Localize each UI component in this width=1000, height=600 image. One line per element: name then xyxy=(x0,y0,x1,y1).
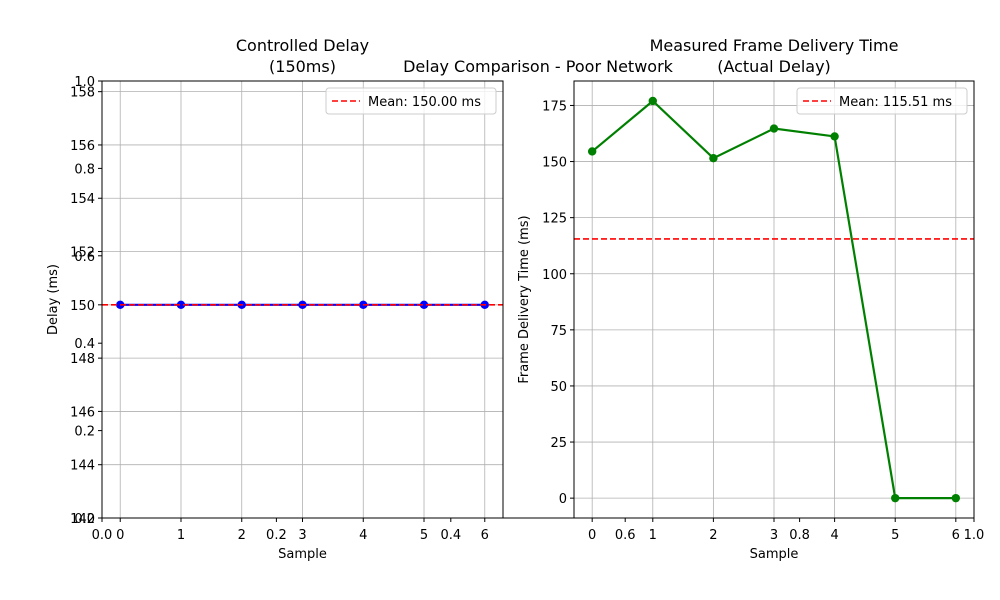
left-chart-frame xyxy=(101,80,504,519)
right-chart-y-tick-label: 50 xyxy=(550,380,567,395)
left-chart-data-point xyxy=(419,300,429,310)
background-y-tick-label: 0.8 xyxy=(74,162,95,177)
right-chart-data-point xyxy=(891,493,900,503)
right-chart-y-tick-label: 25 xyxy=(550,436,567,451)
right-chart-data-point xyxy=(830,132,839,141)
left-chart-x-tick-label: 3 xyxy=(298,528,306,543)
right-chart-x-tick-label: 5 xyxy=(891,528,899,543)
left-chart-legend: Mean: 150.00 ms xyxy=(325,87,497,115)
background-y-tick-label: 0.4 xyxy=(74,337,95,352)
right-chart-x-tick-label: 1 xyxy=(649,528,657,543)
right-chart-data-point xyxy=(951,493,961,503)
right-chart-data-point xyxy=(709,153,718,163)
background-x-tick-label: 0.8 xyxy=(789,528,810,543)
background-y-tick-label: 0.0 xyxy=(74,512,95,527)
right-chart-data-point xyxy=(769,124,779,133)
left-chart-x-tick-label: 4 xyxy=(359,528,367,543)
left-chart-x-tick-label: 0 xyxy=(116,528,124,543)
right-chart-legend-label: Mean: 115.51 ms xyxy=(839,95,952,110)
right-chart-y-tick-label: 175 xyxy=(542,99,567,114)
right-chart-legend: Mean: 115.51 ms xyxy=(796,87,968,115)
right-chart-data-point xyxy=(587,147,597,156)
background-y-tick-label: 0.2 xyxy=(74,425,95,440)
background-axes: 0.0 0.2 0.4 0.6 0.8 1.0 0.0 0.2 0.4 0.6 0.8 1.0 xyxy=(74,75,984,543)
left-chart-y-tick-label: 142 xyxy=(70,512,95,527)
left-chart-y-tick-label: 148 xyxy=(70,352,95,367)
right-chart-x-tick-label: 6 xyxy=(952,528,960,543)
background-x-tick-label: 1.0 xyxy=(964,528,985,543)
background-x-tick-label: 0.6 xyxy=(615,528,636,543)
background-x-tick-label: 0.0 xyxy=(92,528,113,543)
left-chart-y-tick-label: 144 xyxy=(70,459,95,474)
left-chart-y-tick-label: 146 xyxy=(70,405,95,420)
background-x-tick-label: 0.4 xyxy=(440,528,461,543)
right-chart-data-point xyxy=(648,96,657,106)
right-chart-y-tick-label: 150 xyxy=(542,156,567,171)
left-chart-legend-label: Mean: 150.00 ms xyxy=(368,95,481,110)
left-chart-y-tick-label: 156 xyxy=(70,139,95,154)
background-x-tick-label: 0.2 xyxy=(266,528,287,543)
right-chart-x-tick-label: 4 xyxy=(830,528,838,543)
left-chart-x-tick-label: 5 xyxy=(420,528,428,543)
background-y-tick-label: 0.6 xyxy=(74,250,95,265)
left-chart-x-tick-label: 2 xyxy=(238,528,246,543)
right-chart-frame xyxy=(573,80,975,519)
right-chart-y-tick-label: 75 xyxy=(550,324,567,339)
right-chart-legend-box xyxy=(796,87,968,115)
right-chart-x-tick-label: 0 xyxy=(588,528,596,543)
subplot-controlled-delay: 0 1 2 3 4 5 6 142 144 146 148 150 152 154 156 158 Mean: … xyxy=(46,36,504,562)
right-chart-x-tick-label: 2 xyxy=(709,528,717,543)
right-chart-y-tick-label: 0 xyxy=(559,492,567,507)
left-chart-title-line: Controlled Delay xyxy=(236,36,369,55)
right-chart-x-tick-label: 3 xyxy=(770,528,778,543)
left-chart-y-tick-label: 150 xyxy=(70,299,95,314)
subplot-measured-frame-delivery: 0 1 2 3 4 5 6 0 25 50 75 100 125 150 175 Mean: 115.51 m… xyxy=(517,36,975,562)
left-chart-x-tick-label: 1 xyxy=(177,528,185,543)
right-chart-y-tick-label: 125 xyxy=(542,212,567,227)
right-chart-y-axis-label: Frame Delivery Time (ms) xyxy=(517,215,532,383)
left-chart-y-tick-label: 154 xyxy=(70,192,95,207)
right-chart-title-line: (Actual Delay) xyxy=(717,57,831,76)
left-chart-x-tick-label: 6 xyxy=(481,528,489,543)
left-chart-y-tick-label: 158 xyxy=(70,86,95,101)
left-chart-y-axis-label: Delay (ms) xyxy=(46,264,61,335)
left-chart-data-point xyxy=(176,300,186,310)
right-chart-y-tick-label: 100 xyxy=(542,268,567,283)
left-chart-legend-box xyxy=(325,87,497,115)
background-y-tick-label: 1.0 xyxy=(74,75,95,90)
left-chart-y-tick-label: 152 xyxy=(70,246,95,261)
right-chart-title-line: Measured Frame Delivery Time xyxy=(650,36,899,55)
left-chart-title-line: (150ms) xyxy=(269,57,336,76)
right-chart-x-axis-label: Sample xyxy=(750,547,799,562)
left-chart-x-axis-label: Sample xyxy=(278,547,327,562)
figure-suptitle: Delay Comparison - Poor Network xyxy=(403,57,674,76)
